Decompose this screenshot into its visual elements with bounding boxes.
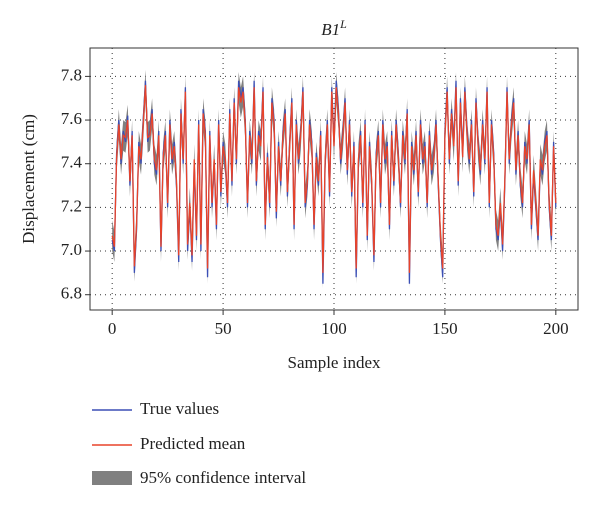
x-axis-label: Sample index [287,353,381,372]
y-tick-label: 7.2 [61,196,82,215]
series-line [111,85,557,273]
y-tick-label: 7.0 [61,240,82,259]
legend-label: True values [140,399,219,418]
x-tick-label: 0 [108,319,117,338]
y-tick-label: 7.4 [61,153,83,172]
y-tick-label: 6.8 [61,284,82,303]
x-tick-label: 200 [543,319,569,338]
legend-swatch [92,471,132,485]
x-tick-label: 50 [215,319,232,338]
chart-title: B1L [321,17,347,39]
x-tick-label: 150 [432,319,458,338]
x-tick-label: 100 [321,319,347,338]
y-tick-label: 7.8 [61,65,82,84]
plot-frame [89,47,579,311]
title-main: B1 [321,20,340,39]
y-tick-label: 7.6 [61,109,82,128]
legend-label: Predicted mean [140,434,246,453]
legend-label: 95% confidence interval [140,468,306,487]
title-superscript: L [339,17,347,31]
y-axis-label: Displacement (cm) [19,114,38,244]
